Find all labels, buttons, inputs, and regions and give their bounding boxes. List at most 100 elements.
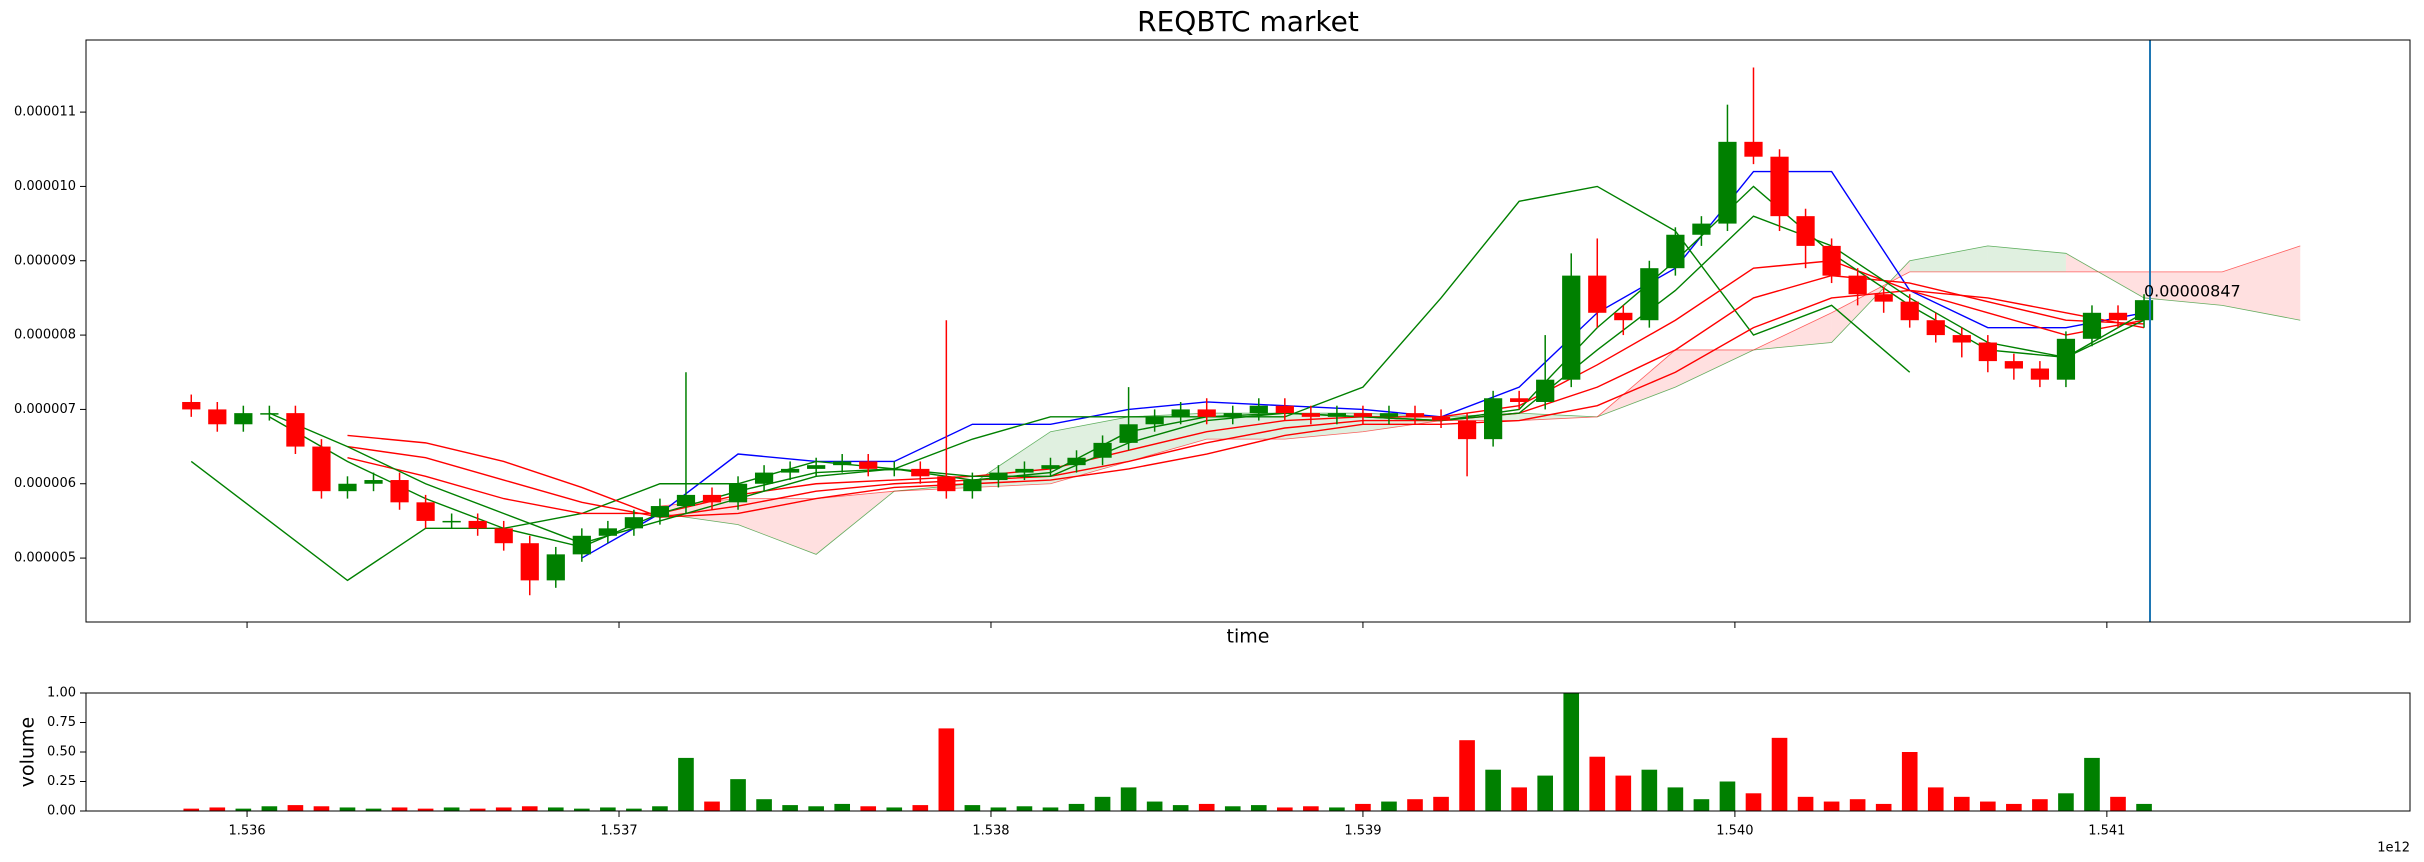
- volume-bar: [1068, 803, 1085, 811]
- candle-body: [1562, 275, 1581, 380]
- volume-bar: [339, 807, 356, 811]
- volume-bar: [495, 807, 512, 811]
- candle-body: [416, 502, 435, 521]
- candle-body: [1588, 275, 1607, 313]
- volume-bar: [1927, 787, 1944, 811]
- candle-body: [1379, 413, 1399, 417]
- volume-y-tick-label: 0.25: [47, 774, 76, 789]
- candle-body: [520, 543, 539, 581]
- candle-body: [1770, 156, 1789, 217]
- volume-bar: [1589, 756, 1606, 811]
- candle-body: [260, 413, 279, 415]
- volume-bar: [2136, 803, 2152, 811]
- volume-bar: [469, 808, 486, 811]
- candle-body: [781, 468, 800, 473]
- candle-body: [1978, 342, 1997, 362]
- candle-body: [624, 517, 644, 529]
- candle-body: [807, 465, 826, 469]
- volume-y-tick-label: 0.75: [47, 715, 76, 730]
- volume-bar: [183, 808, 200, 811]
- marker-label: 0.00000847: [2144, 282, 2241, 301]
- cloud-fill: [1128, 413, 1207, 462]
- x-tick-label: 1.539: [1344, 824, 1381, 839]
- candle-body: [2108, 312, 2128, 321]
- candle-body: [182, 401, 201, 410]
- volume-bar: [1953, 796, 1970, 811]
- indicator-line: [347, 289, 2145, 518]
- volume-bar: [912, 805, 929, 811]
- volume-bar: [2006, 803, 2022, 811]
- volume-bar: [287, 805, 304, 811]
- volume-bar: [1563, 693, 1580, 811]
- y-tick-label: 0.000005: [14, 551, 76, 566]
- cloud-fill: [2144, 271, 2223, 306]
- candle-body: [728, 483, 748, 503]
- volume-bar: [1615, 775, 1632, 811]
- volume-bar: [678, 757, 694, 811]
- candle-body: [2082, 312, 2102, 339]
- volume-bar: [834, 803, 851, 811]
- cloud-fill: [1519, 413, 1598, 421]
- candle-body: [1926, 320, 1945, 336]
- volume-bar: [574, 808, 590, 811]
- candle-body: [546, 554, 565, 581]
- y-tick-label: 0.000006: [14, 476, 76, 491]
- volume-bar: [261, 806, 278, 811]
- volume-bar: [1797, 796, 1814, 811]
- candle-body: [1223, 413, 1242, 417]
- volume-bar: [1329, 807, 1345, 811]
- volume-bar: [1250, 805, 1267, 811]
- volume-bar: [365, 808, 382, 811]
- volume-bar: [2110, 796, 2126, 811]
- candle-body: [1744, 141, 1763, 157]
- candle-body: [1952, 335, 1971, 343]
- candle-body: [1067, 457, 1086, 466]
- candle-body: [234, 413, 253, 425]
- y-tick-label: 0.000010: [14, 179, 76, 194]
- volume-bar: [1120, 787, 1137, 811]
- candle-body: [1640, 268, 1659, 321]
- volume-bar: [1901, 752, 1918, 811]
- candle-body: [911, 468, 930, 477]
- volume-bar: [1433, 796, 1449, 811]
- candle-body: [1510, 398, 1529, 402]
- cloud-fill: [2222, 245, 2301, 321]
- volume-frame: [85, 692, 2411, 812]
- volume-bar: [1823, 801, 1840, 811]
- candle-body: [1431, 416, 1451, 421]
- candle-body: [885, 468, 904, 471]
- candle-body: [364, 480, 383, 484]
- volume-y-tick-label: 0.50: [47, 745, 76, 760]
- candle-body: [1015, 468, 1034, 473]
- candle-body: [702, 494, 722, 503]
- candle-body: [390, 480, 409, 503]
- volume-bar: [417, 808, 434, 811]
- y-tick-label: 0.000008: [14, 328, 76, 343]
- volume-bar: [1042, 807, 1059, 811]
- y-tick-label: 0.000011: [14, 105, 76, 120]
- volume-bar: [313, 806, 330, 811]
- volume-bar: [704, 801, 720, 811]
- candle-body: [1093, 442, 1112, 458]
- volume-y-tick-label: 1.00: [47, 686, 76, 701]
- candle-body: [1301, 413, 1320, 417]
- volume-bar: [1355, 803, 1371, 811]
- candle-body: [1145, 416, 1164, 425]
- volume-bar: [1849, 799, 1866, 811]
- volume-bar: [1745, 793, 1762, 811]
- chart-title: REQBTC market: [1137, 5, 1359, 38]
- cloud-fill: [738, 498, 817, 555]
- cloud-edge: [659, 245, 2301, 507]
- candle-body: [1353, 413, 1373, 417]
- candle-body: [1249, 405, 1268, 414]
- volume-bar: [626, 808, 642, 811]
- x-tick-label: 1.538: [972, 824, 1009, 839]
- candle-body: [1796, 216, 1815, 246]
- cloud-fill: [1909, 245, 1988, 272]
- candle-body: [208, 409, 227, 425]
- indicator-line: [269, 215, 2145, 544]
- volume-y-tick-label: 0.00: [47, 804, 76, 819]
- candle-body: [650, 506, 670, 518]
- x-tick-label: 1.541: [2088, 824, 2125, 839]
